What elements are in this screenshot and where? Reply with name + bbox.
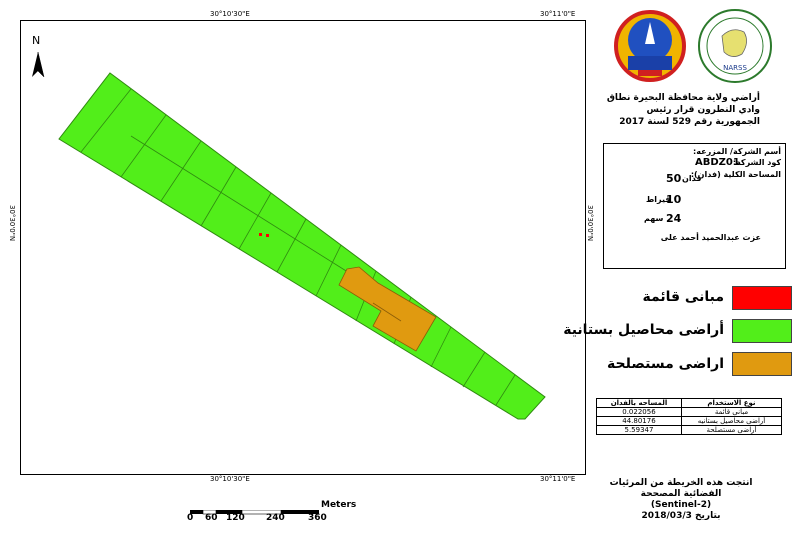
scale-tick: 60 [205, 513, 218, 523]
sahm-unit: سهم [644, 214, 664, 223]
coord-left: 30°30'0"N [8, 205, 16, 242]
table-cell-type: أراضى مستصلحة [680, 425, 783, 435]
coord-bottom-left: 30°10'30"E [210, 475, 250, 483]
building-marker [259, 233, 262, 236]
scale-unit: Meters [321, 500, 357, 510]
table-cell-type: مبانى قائمة [680, 407, 783, 417]
narss-logo: NARSS [696, 8, 774, 88]
table-row: 44.80176 أراضى محاصيل بستانيه [596, 416, 783, 426]
orchard-parcel [58, 72, 546, 420]
building-marker [266, 234, 269, 237]
table-cell-area: 44.80176 [596, 416, 682, 426]
table-header-type: نوع الاستخدام [680, 398, 783, 408]
qirat-unit: قيراط [646, 195, 671, 204]
table-row: 0.022056 مبانى قائمة [596, 407, 783, 417]
owner-name: عزت عبدالحميد أحمد على [660, 233, 761, 242]
legend-label-orchards: أراضى محاصيل بستانية [563, 322, 724, 338]
area-table: المساحه بالفدان نوع الاستخدام 0.022056 م… [596, 398, 783, 435]
map-title: أراضي ولاية محافظة البحيرة نطاق وادي الن… [596, 92, 760, 128]
map-frame: N [20, 20, 586, 475]
info-box: أسم الشركة/ المزرعه: كود الشركة: ABDZ01 … [603, 143, 786, 269]
map-canvas[interactable]: N [21, 21, 585, 474]
qirat-value: 10 [666, 193, 682, 206]
source-line-2: (Sentinel-2) [650, 500, 712, 510]
legend-swatch-buildings [732, 286, 792, 310]
table-header-area: المساحه بالفدان [596, 398, 682, 408]
feddan-value: 50 [666, 172, 682, 185]
parcel-grid-lines [80, 88, 516, 406]
reclaimed-parcel [338, 266, 437, 352]
title-line-2: وادي النطرون قرار رئيس [646, 105, 760, 115]
scale-tick: 240 [266, 513, 285, 523]
feddan-unit: فدان [682, 174, 702, 183]
scale-tick: 360 [308, 513, 327, 523]
scale-tick: 0 [187, 513, 194, 523]
table-cell-area: 0.022056 [596, 407, 682, 417]
scale-bar [190, 503, 320, 522]
source-note: انتجت هذه الخريطة من المرئيات الفضائية ا… [601, 478, 761, 522]
coord-top-right: 30°11'0"E [540, 10, 576, 18]
sahm-value: 24 [666, 212, 682, 225]
coord-bottom-right: 30°11'0"E [540, 475, 576, 483]
legend-swatch-orchards [732, 319, 792, 343]
narss-logo-text: NARSS [723, 64, 747, 72]
table-cell-area: 5.59347 [596, 425, 682, 435]
source-line-3: بتاريخ 2018/03/3 [641, 511, 721, 521]
source-line-1: انتجت هذه الخريطة من المرئيات الفضائية ا… [609, 478, 753, 499]
scale-tick: 120 [226, 513, 245, 523]
title-line-3: الجمهورية رقم 529 لسنة 2017 [619, 117, 760, 127]
title-line-1: أراضي ولاية محافظة البحيرة نطاق [606, 93, 760, 103]
legend-swatch-reclaimed [732, 352, 792, 376]
coord-right: 30°30'0"N [586, 205, 594, 242]
code-value: ABDZ01 [695, 157, 740, 168]
north-arrow-icon [32, 51, 45, 78]
total-area-label: المساحة الكلية (فدان): [690, 170, 781, 179]
table-cell-type: أراضى محاصيل بستانيه [680, 416, 783, 426]
coord-top-left: 30°10'30"E [210, 10, 250, 18]
legend-label-buildings: مبانى قائمة [642, 289, 725, 305]
table-row: 5.59347 أراضى مستصلحة [596, 425, 783, 435]
code-label: كود الشركة: [732, 158, 781, 167]
legend-label-reclaimed: اراضى مستصلحة [607, 356, 724, 372]
ministry-logo [612, 10, 688, 86]
table-header-row: المساحه بالفدان نوع الاستخدام [596, 398, 783, 408]
company-label: أسم الشركة/ المزرعه: [693, 147, 781, 156]
north-label: N [32, 34, 40, 47]
